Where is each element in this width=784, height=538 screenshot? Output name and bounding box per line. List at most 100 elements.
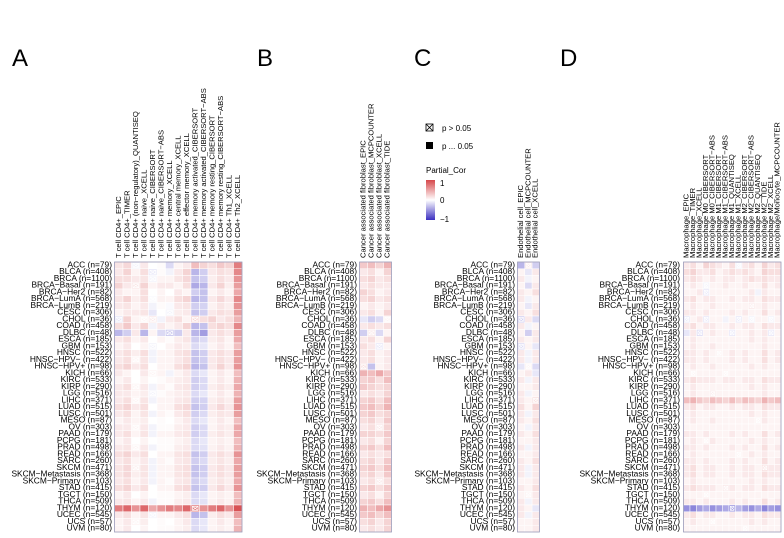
heatmap-cell [139, 525, 149, 533]
row-label: BRCA−Basal (n=191) [276, 280, 357, 290]
heatmap-cell [735, 275, 743, 283]
heatmap-cell [722, 464, 730, 472]
row-label: MESO (n=87) [464, 415, 516, 425]
heatmap-cell [774, 403, 782, 411]
heatmap-cell [774, 329, 782, 337]
heatmap-cell [728, 369, 736, 377]
row-label: ACC (n=79) [313, 259, 358, 269]
heatmap-cell [114, 450, 124, 458]
heatmap-cell [359, 329, 368, 337]
ns-marker-box [149, 296, 156, 302]
heatmap-cell [683, 444, 691, 452]
ns-marker-box [730, 506, 735, 511]
heatmap-cell [761, 491, 769, 499]
heatmap-cell [702, 525, 710, 533]
heatmap-cell [683, 376, 691, 384]
heatmap-cell [182, 444, 192, 452]
heatmap-cell [524, 410, 533, 418]
heatmap-cell [524, 396, 533, 404]
ns-marker-box [525, 492, 532, 498]
heatmap-cell [517, 417, 526, 425]
heatmap-cell [524, 511, 533, 519]
heatmap-cell [715, 329, 723, 337]
heatmap-cell [767, 504, 775, 512]
heatmap-cell [173, 525, 183, 533]
row-label: UCS (n=57) [313, 516, 358, 526]
heatmap-cell [182, 450, 192, 458]
heatmap-cell [517, 464, 526, 472]
row-label: HNSC−HPV− (n=422) [30, 354, 112, 364]
heatmap-cell [156, 268, 166, 276]
heatmap-cell [531, 309, 540, 317]
row-label: PRAD (n=498) [460, 442, 515, 452]
heatmap-cell [122, 491, 132, 499]
heatmap-cell [156, 444, 166, 452]
heatmap-cell [156, 437, 166, 445]
heatmap-cell [165, 444, 175, 452]
heatmap-cell [233, 464, 243, 472]
heatmap-cell [359, 261, 368, 269]
row-label: CESC (n=306) [625, 307, 680, 317]
heatmap-cell [367, 396, 376, 404]
heatmap-cell [722, 282, 730, 290]
heatmap-cell [122, 315, 132, 323]
row-label: CESC (n=306) [302, 307, 357, 317]
heatmap-cell [702, 363, 710, 371]
heatmap-cell [517, 369, 526, 377]
heatmap-cell [139, 282, 149, 290]
heatmap-cell [207, 417, 217, 425]
column-label: Macrophage M0_CIBERSORT−ABS [707, 135, 716, 258]
heatmap-cell [122, 302, 132, 310]
heatmap-cell [165, 349, 175, 357]
row-label: BLCA (n=408) [462, 266, 515, 276]
heatmap-cell [761, 376, 769, 384]
row-label: UVM (n=80) [312, 523, 358, 533]
heatmap-cell [741, 383, 749, 391]
ns-marker-line [756, 418, 761, 423]
heatmap-cell [216, 275, 226, 283]
heatmap-cell [696, 511, 704, 519]
heatmap-cell [367, 349, 376, 357]
heatmap-cell [383, 430, 392, 438]
heatmap-cell [139, 261, 149, 269]
column-label: T cell CD4+ Th2_XCELL [233, 175, 242, 258]
heatmap-cell [207, 471, 217, 479]
heatmap-cell [754, 444, 762, 452]
heatmap-cell [190, 491, 200, 499]
heatmap-cell [517, 437, 526, 445]
heatmap-cell [182, 477, 192, 485]
heatmap-cell [216, 511, 226, 519]
heatmap-cell [748, 336, 756, 344]
heatmap-cell [689, 430, 697, 438]
heatmap-cell [207, 309, 217, 317]
heatmap-cell [156, 309, 166, 317]
ns-marker-line [149, 377, 156, 383]
heatmap-cell [383, 288, 392, 296]
heatmap-cell [761, 349, 769, 357]
heatmap-cell [702, 295, 710, 303]
ns-marker-line [518, 344, 524, 349]
ns-marker-line [149, 269, 156, 275]
heatmap-cell [131, 369, 141, 377]
heatmap-cell [735, 511, 743, 519]
heatmap-cell [216, 376, 226, 384]
heatmap-cell [207, 450, 217, 458]
heatmap-cell [114, 396, 124, 404]
heatmap-cell [190, 410, 200, 418]
heatmap-cell [190, 342, 200, 350]
heatmap-cell [774, 484, 782, 492]
heatmap-cell [148, 309, 158, 317]
ns-marker-line [149, 344, 156, 349]
heatmap-cell [182, 356, 192, 364]
legend-ns-label: p > 0.05 [442, 124, 472, 133]
heatmap-cell [131, 322, 141, 330]
row-label: UCEC (n=545) [302, 509, 357, 519]
heatmap-cell [148, 302, 158, 310]
ns-marker-line [710, 391, 715, 396]
heatmap-cell [748, 471, 756, 479]
row-label: KIRP (n=290) [61, 381, 112, 391]
column-label: Macrophage M2_XCELL [766, 175, 775, 258]
heatmap-cell [375, 288, 384, 296]
heatmap-cell [761, 457, 769, 465]
heatmap-cell [689, 322, 697, 330]
